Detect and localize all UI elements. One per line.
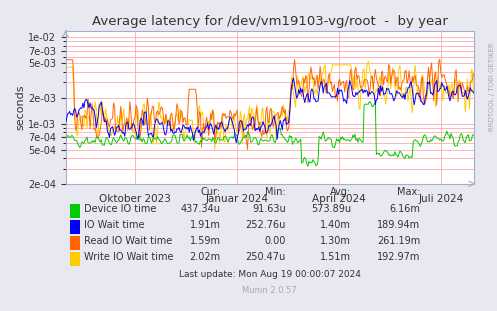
Text: 437.34u: 437.34u xyxy=(180,204,221,214)
Text: Cur:: Cur: xyxy=(200,187,221,197)
Y-axis label: seconds: seconds xyxy=(15,85,25,130)
Text: Avg:: Avg: xyxy=(330,187,351,197)
FancyBboxPatch shape xyxy=(70,220,80,234)
Text: RRDTOOL / TOBI OETIKER: RRDTOOL / TOBI OETIKER xyxy=(489,43,495,132)
FancyBboxPatch shape xyxy=(70,236,80,250)
Text: Munin 2.0.57: Munin 2.0.57 xyxy=(242,286,297,295)
Text: 573.89u: 573.89u xyxy=(311,204,351,214)
Text: 1.91m: 1.91m xyxy=(190,220,221,230)
Text: 2.02m: 2.02m xyxy=(189,253,221,262)
Text: 252.76u: 252.76u xyxy=(246,220,286,230)
Text: 1.40m: 1.40m xyxy=(320,220,351,230)
Title: Average latency for /dev/vm19103-vg/root  -  by year: Average latency for /dev/vm19103-vg/root… xyxy=(91,15,447,28)
Text: Last update: Mon Aug 19 00:00:07 2024: Last update: Mon Aug 19 00:00:07 2024 xyxy=(178,270,360,279)
Text: Write IO Wait time: Write IO Wait time xyxy=(84,253,173,262)
Text: 6.16m: 6.16m xyxy=(390,204,420,214)
FancyBboxPatch shape xyxy=(70,204,80,218)
Text: 1.59m: 1.59m xyxy=(189,236,221,246)
Text: 250.47u: 250.47u xyxy=(246,253,286,262)
FancyBboxPatch shape xyxy=(70,252,80,266)
Text: Device IO time: Device IO time xyxy=(84,204,156,214)
Text: 189.94m: 189.94m xyxy=(377,220,420,230)
Text: 1.30m: 1.30m xyxy=(320,236,351,246)
Text: 192.97m: 192.97m xyxy=(377,253,420,262)
Text: Min:: Min: xyxy=(265,187,286,197)
Text: 0.00: 0.00 xyxy=(264,236,286,246)
Text: 1.51m: 1.51m xyxy=(320,253,351,262)
Text: 261.19m: 261.19m xyxy=(377,236,420,246)
Text: IO Wait time: IO Wait time xyxy=(84,220,144,230)
Text: Read IO Wait time: Read IO Wait time xyxy=(84,236,172,246)
Text: Max:: Max: xyxy=(397,187,420,197)
Text: 91.63u: 91.63u xyxy=(252,204,286,214)
